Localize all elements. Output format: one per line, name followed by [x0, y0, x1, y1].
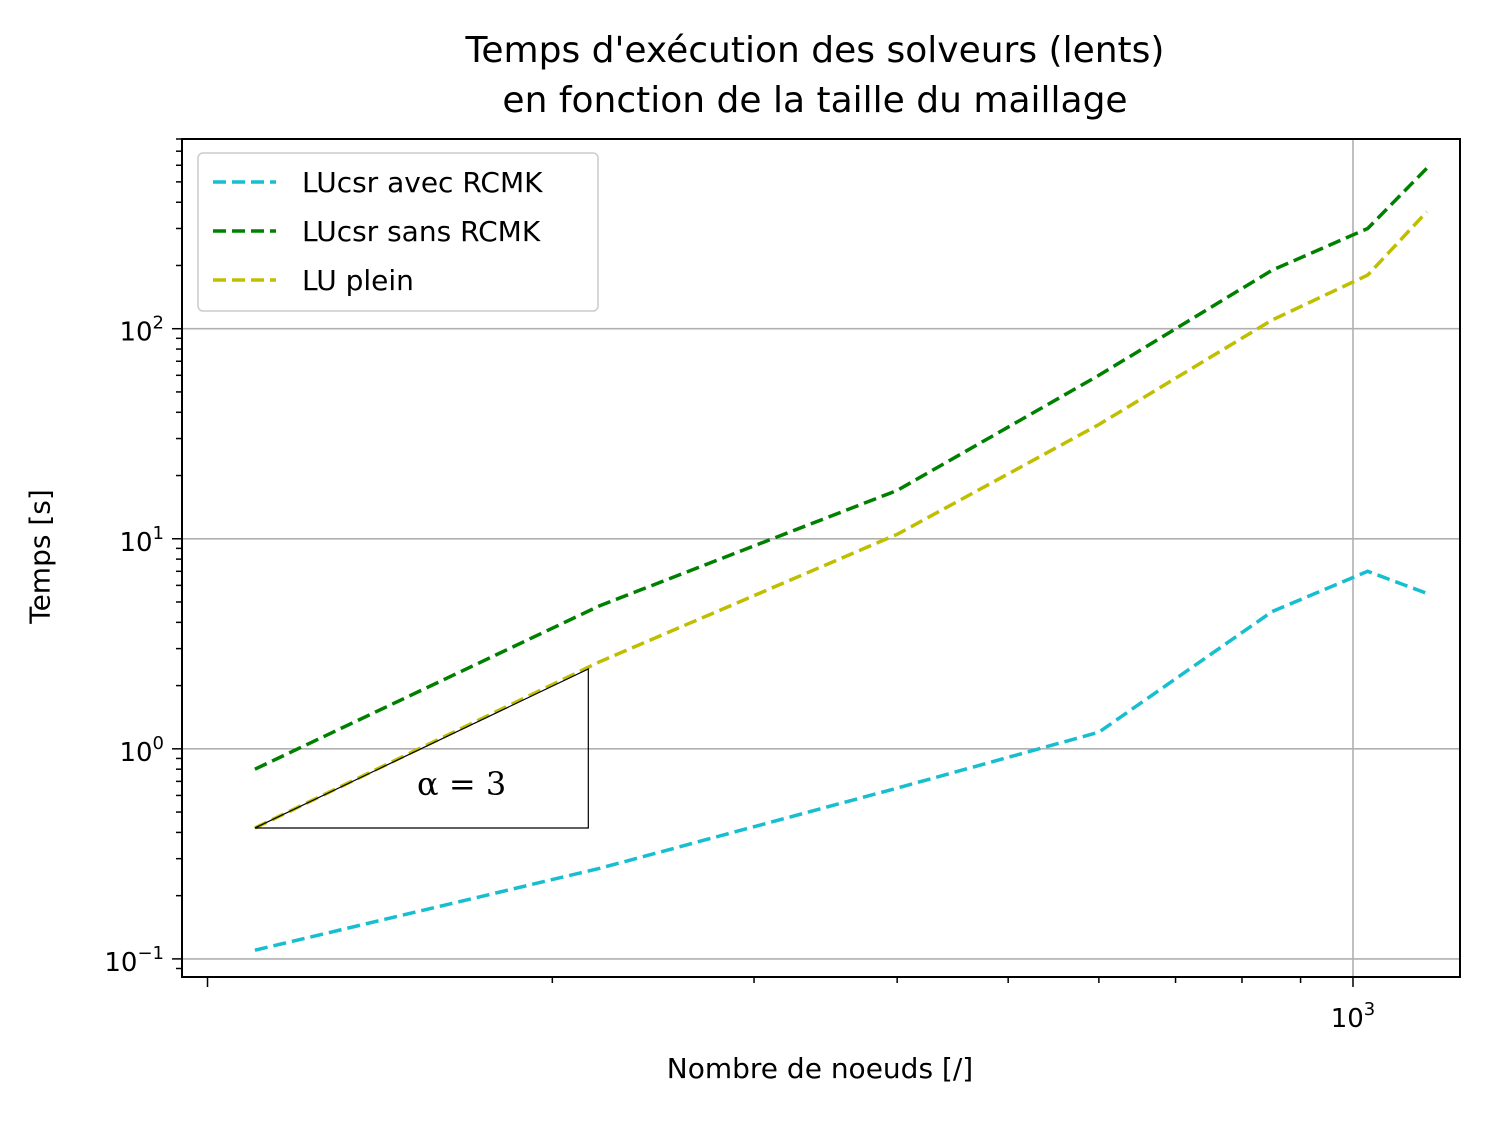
x-tick-label: 103 [1331, 999, 1376, 1034]
slope-triangle [254, 668, 589, 829]
y-tick-label: 101 [119, 523, 164, 558]
legend-label-3: LU plein [302, 264, 414, 297]
plot-frame [181, 138, 1461, 978]
series-line-3 [254, 210, 1429, 830]
y-axis-label: Temps [s] [23, 489, 57, 624]
slope-annotation: α = 3 [417, 765, 506, 803]
series-line-1 [254, 569, 1428, 952]
legend-box [197, 152, 599, 312]
chart-title-line-1: Temps d'exécution des solveurs (lents) [465, 30, 1165, 71]
y-tick-label: 100 [119, 733, 164, 768]
legend-label-1: LUcsr avec RCMK [302, 166, 543, 199]
legend-label-2: LUcsr sans RCMK [302, 215, 541, 248]
series-line-2 [254, 167, 1429, 771]
x-axis-label: Nombre de noeuds [/] [666, 1052, 974, 1085]
y-tick-label: 102 [119, 313, 164, 348]
y-tick-label: 10−1 [104, 943, 164, 978]
chart-title-line-2: en fonction de la taille du maillage [502, 80, 1128, 121]
